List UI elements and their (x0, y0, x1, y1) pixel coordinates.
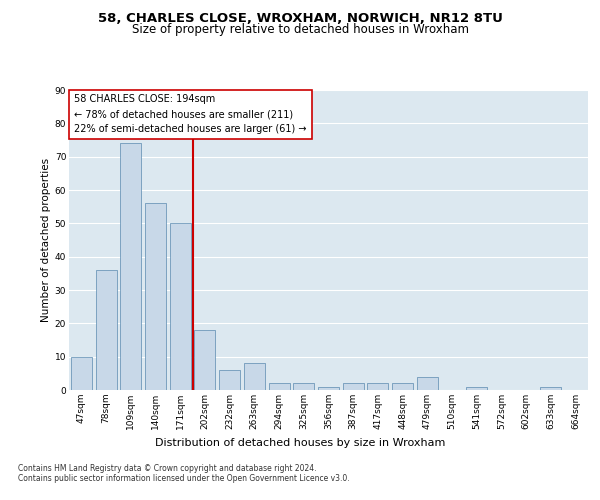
Bar (120, 144, 141, 390)
Text: Contains HM Land Registry data © Crown copyright and database right 2024.
Contai: Contains HM Land Registry data © Crown c… (18, 464, 350, 483)
Bar (541, 386, 562, 390)
Bar (367, 384, 388, 390)
Bar (392, 384, 413, 390)
Bar (95, 270, 116, 390)
Text: 58, CHARLES CLOSE, WROXHAM, NORWICH, NR12 8TU: 58, CHARLES CLOSE, WROXHAM, NORWICH, NR1… (98, 12, 502, 26)
Bar (71, 356, 92, 390)
Bar (244, 364, 265, 390)
Bar (318, 386, 339, 390)
Bar (343, 384, 364, 390)
Text: 58 CHARLES CLOSE: 194sqm
← 78% of detached houses are smaller (211)
22% of semi-: 58 CHARLES CLOSE: 194sqm ← 78% of detach… (74, 94, 307, 134)
Bar (293, 384, 314, 390)
Y-axis label: Number of detached properties: Number of detached properties (41, 158, 50, 322)
Bar (170, 224, 191, 390)
Bar (417, 376, 438, 390)
Bar (194, 330, 215, 390)
Bar (466, 386, 487, 390)
Bar (145, 204, 166, 390)
Text: Distribution of detached houses by size in Wroxham: Distribution of detached houses by size … (155, 438, 445, 448)
Text: Size of property relative to detached houses in Wroxham: Size of property relative to detached ho… (131, 24, 469, 36)
Bar (269, 384, 290, 390)
Bar (219, 370, 240, 390)
